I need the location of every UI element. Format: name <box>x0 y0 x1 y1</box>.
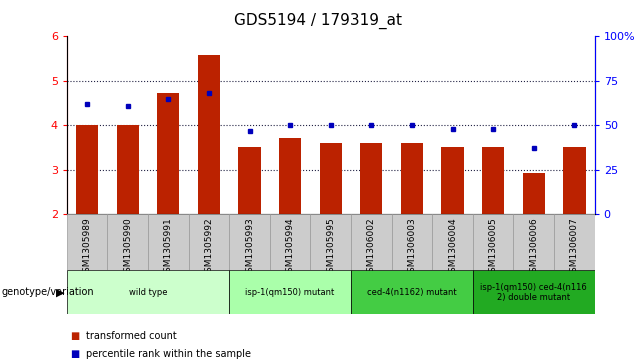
Text: GSM1306005: GSM1306005 <box>488 217 497 278</box>
Bar <box>432 214 473 270</box>
Bar <box>473 270 595 314</box>
Text: isp-1(qm150) mutant: isp-1(qm150) mutant <box>245 288 335 297</box>
Text: ■: ■ <box>70 349 80 359</box>
Text: transformed count: transformed count <box>86 331 177 341</box>
Text: wild type: wild type <box>128 288 167 297</box>
Text: GSM1305990: GSM1305990 <box>123 217 132 278</box>
Bar <box>523 173 545 214</box>
Bar <box>67 214 107 270</box>
Text: GDS5194 / 179319_at: GDS5194 / 179319_at <box>234 13 402 29</box>
Bar <box>67 270 229 314</box>
Text: GSM1306006: GSM1306006 <box>529 217 538 278</box>
Text: GSM1306004: GSM1306004 <box>448 217 457 278</box>
Bar <box>238 147 261 214</box>
Bar <box>319 143 342 214</box>
Bar <box>401 143 423 214</box>
Bar <box>76 125 98 214</box>
Text: GSM1305994: GSM1305994 <box>286 217 294 278</box>
Text: ▶: ▶ <box>55 287 64 297</box>
Text: isp-1(qm150) ced-4(n116
2) double mutant: isp-1(qm150) ced-4(n116 2) double mutant <box>480 282 587 302</box>
Text: ■: ■ <box>70 331 80 341</box>
Bar <box>310 214 351 270</box>
Text: GSM1305992: GSM1305992 <box>204 217 214 278</box>
Text: GSM1305993: GSM1305993 <box>245 217 254 278</box>
Bar <box>157 93 179 214</box>
Bar <box>148 214 189 270</box>
Bar <box>351 214 392 270</box>
Bar <box>473 214 513 270</box>
Text: ced-4(n1162) mutant: ced-4(n1162) mutant <box>367 288 457 297</box>
Bar <box>441 147 464 214</box>
Text: GSM1305991: GSM1305991 <box>164 217 173 278</box>
Bar <box>229 214 270 270</box>
Bar <box>563 147 586 214</box>
Bar <box>198 56 220 214</box>
Bar <box>360 143 382 214</box>
Bar <box>107 214 148 270</box>
Bar <box>482 147 504 214</box>
Text: genotype/variation: genotype/variation <box>2 287 95 297</box>
Text: GSM1305995: GSM1305995 <box>326 217 335 278</box>
Text: GSM1306003: GSM1306003 <box>408 217 417 278</box>
Bar <box>229 270 351 314</box>
Bar <box>270 214 310 270</box>
Bar <box>513 214 554 270</box>
Bar <box>351 270 473 314</box>
Bar <box>279 138 301 214</box>
Text: percentile rank within the sample: percentile rank within the sample <box>86 349 251 359</box>
Text: GSM1306002: GSM1306002 <box>367 217 376 278</box>
Text: GSM1305989: GSM1305989 <box>83 217 92 278</box>
Bar <box>554 214 595 270</box>
Bar <box>392 214 432 270</box>
Bar <box>189 214 229 270</box>
Text: GSM1306007: GSM1306007 <box>570 217 579 278</box>
Bar <box>116 125 139 214</box>
